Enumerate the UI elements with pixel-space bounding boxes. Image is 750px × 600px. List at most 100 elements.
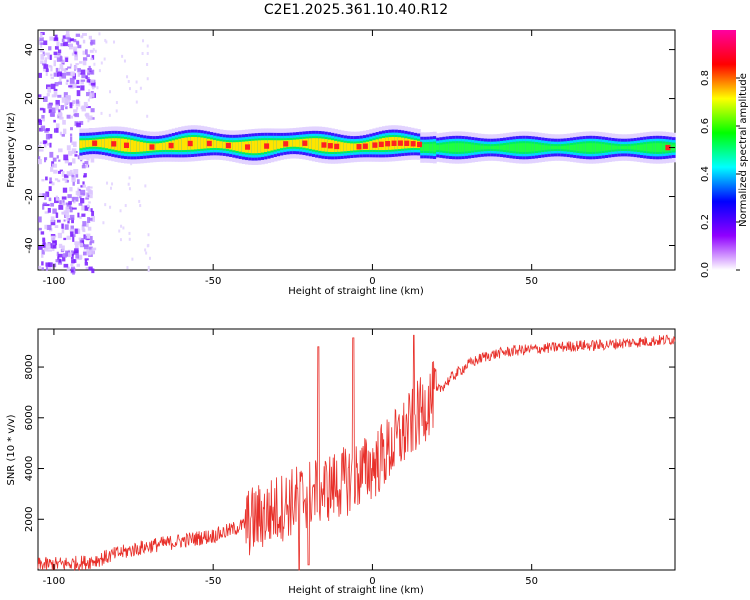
spectrogram-noise-cell xyxy=(70,231,74,237)
spectrogram-noise-cell xyxy=(80,189,86,195)
spectrogram-line-cell xyxy=(162,142,166,150)
spectrogram-peak-cell xyxy=(410,141,416,147)
spectrogram-line-cell xyxy=(436,145,440,151)
spectrogram-noise-cell xyxy=(54,178,59,181)
spectrogram-line-cell xyxy=(381,137,386,151)
spectrogram-noise-cell xyxy=(44,60,47,66)
spectrogram-speckle xyxy=(127,79,130,83)
spectrogram-noise-cell xyxy=(58,253,63,258)
spectrogram-noise-cell xyxy=(67,66,72,69)
spectrogram-noise-cell xyxy=(38,245,43,250)
spectrogram-line-cell xyxy=(152,143,157,151)
spectrogram-line-cell xyxy=(496,145,501,150)
spectrogram-line-cell xyxy=(139,142,144,152)
spectrogram-line-cell xyxy=(343,142,348,152)
snr-y-label: SNR (10 * v/v) xyxy=(6,414,17,485)
spectrogram-line-cell xyxy=(213,140,217,148)
spectrogram-noise-cell xyxy=(90,82,96,86)
colorbar-tick-label: 0.2 xyxy=(700,214,711,230)
spectrogram-noise-cell xyxy=(75,101,81,107)
spectrogram-line-cell xyxy=(487,146,491,150)
spectrogram-noise-cell xyxy=(68,201,72,205)
spectrogram-line-cell xyxy=(553,146,558,150)
spectrogram-noise-cell xyxy=(40,231,45,235)
spectrogram-noise-cell xyxy=(65,30,70,36)
spectrogram-peak-cell xyxy=(302,140,308,146)
spectrogram-noise-cell xyxy=(39,37,44,41)
spectrogram-noise-cell xyxy=(75,33,81,37)
spectrogram-noise-cell xyxy=(66,114,71,119)
spectrogram-noise-cell xyxy=(49,36,54,41)
spectrogram-marks xyxy=(38,30,676,275)
spectrogram-noise-cell xyxy=(49,54,52,60)
spectrogram-noise-cell xyxy=(74,51,78,57)
spectrogram-speckle xyxy=(147,233,150,237)
spectrogram-noise-cell xyxy=(50,216,55,223)
spectrogram-line-cell xyxy=(522,143,526,152)
spectrogram-line-cell xyxy=(601,144,606,152)
spectrogram-line-cell xyxy=(614,145,619,150)
spectrogram-noise-cell xyxy=(60,68,66,72)
spectrogram-speckle xyxy=(123,59,126,63)
spectrogram-line-cell xyxy=(114,138,119,151)
spectrogram-noise-cell xyxy=(70,136,73,143)
spectrogram-line-cell xyxy=(155,143,160,151)
spectrogram-noise-cell xyxy=(64,178,69,184)
spectrogram-noise-cell xyxy=(50,65,53,72)
spectrogram-line-cell xyxy=(117,138,122,151)
spectrogram-noise-cell xyxy=(43,247,49,252)
spectrogram-speckle xyxy=(139,86,142,90)
spectrogram-speckle xyxy=(128,237,131,241)
spectrogram-line-cell xyxy=(203,138,208,149)
spectrogram-noise-cell xyxy=(39,50,43,53)
spectrogram-noise-cell xyxy=(50,76,54,79)
spectrogram-noise-cell xyxy=(63,41,68,46)
spectrogram-noise-cell xyxy=(56,41,60,47)
spectrogram-line-cell xyxy=(534,144,539,152)
spectrogram-noise-cell xyxy=(38,156,41,161)
spectrogram-noise-cell xyxy=(90,208,93,212)
spectrogram-noise-cell xyxy=(82,221,87,227)
spectrogram-noise-cell xyxy=(71,259,75,264)
spectrogram-noise-cell xyxy=(79,215,82,219)
spectrogram-line-cell xyxy=(515,143,520,152)
spectrogram-noise-cell xyxy=(41,178,45,182)
spectrogram-noise-cell xyxy=(62,202,67,206)
spectrogram-line-cell xyxy=(518,143,523,152)
snr-y-tick-label: 6000 xyxy=(24,405,35,430)
spectrogram-noise-cell xyxy=(75,85,81,88)
spectrogram-speckle xyxy=(146,77,149,81)
spectrogram-noise-cell xyxy=(66,171,70,176)
spectrogram-speckle xyxy=(98,32,101,36)
spectrogram-noise-cell xyxy=(72,158,76,164)
spectrogram-speckle xyxy=(113,40,116,44)
spectrogram-speckle xyxy=(141,51,144,55)
spectrogram-noise-cell xyxy=(57,232,62,239)
spectrogram-noise-cell xyxy=(73,169,79,175)
spectrogram-peak-cell xyxy=(206,140,212,147)
spectrogram-noise-cell xyxy=(59,200,62,205)
spectrogram-noise-cell xyxy=(82,251,87,256)
spectrogram-speckle xyxy=(144,184,147,188)
spectrogram-noise-cell xyxy=(79,120,84,125)
spectrogram-line-cell xyxy=(104,138,109,149)
spectrogram-speckle xyxy=(144,248,147,252)
spectrogram-noise-cell xyxy=(55,212,59,218)
spectrogram-peak-cell xyxy=(111,141,117,147)
spectrogram-noise-cell xyxy=(76,179,80,184)
spectrogram-peak-cell xyxy=(385,141,391,147)
spectrogram-line-cell xyxy=(423,144,428,151)
colorbar-tick-label: 0.8 xyxy=(700,70,711,86)
spectrogram-noise-cell xyxy=(75,63,79,66)
spectrogram-peak-cell xyxy=(334,143,340,150)
spectrogram-noise-cell xyxy=(66,71,71,76)
spectrogram-noise-cell xyxy=(82,181,85,185)
spectrogram-line-cell xyxy=(608,144,612,151)
spectrogram-noise-cell xyxy=(53,51,58,55)
spectrogram-line-cell xyxy=(276,140,281,149)
spectrogram-line-cell xyxy=(79,140,84,149)
spectrogram-noise-cell xyxy=(87,189,91,194)
spectrogram-speckle xyxy=(128,176,131,180)
spectrogram-noise-cell xyxy=(61,223,64,229)
spectrogram-noise-cell xyxy=(41,261,44,266)
